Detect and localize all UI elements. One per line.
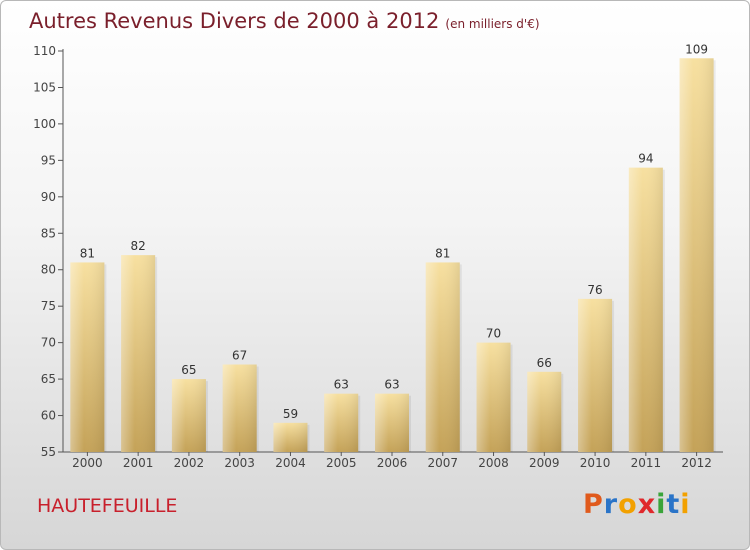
chart-bars: [70, 58, 716, 453]
bar-value-label: 76: [587, 283, 602, 297]
bar-highlight: [679, 58, 714, 453]
bar-value-label: 109: [685, 42, 708, 56]
bar-value-label: 63: [334, 378, 349, 392]
x-tick-label: 2002: [174, 456, 205, 470]
y-tick-label: 70: [41, 336, 56, 350]
y-tick-label: 55: [41, 445, 56, 459]
proxiti-logo: Proxiti: [583, 489, 691, 520]
bar-highlight: [70, 262, 105, 452]
y-tick-label: 95: [41, 153, 56, 167]
chart-axes: 55 60 65 70 75 80 85 90 95 100 105 110: [33, 44, 723, 459]
x-tick-label: 2011: [631, 456, 662, 470]
y-tick-label: 85: [41, 226, 56, 240]
bar-highlight: [324, 393, 359, 452]
bar-value-label: 66: [537, 356, 552, 370]
bar-highlight: [476, 342, 511, 452]
bar-value-label: 81: [80, 246, 95, 260]
bar-value-label: 94: [638, 152, 653, 166]
chart-labels: 81 2000 82 2001 65 2002 67 2003 59 2004 63 2005 63 20…: [72, 42, 712, 470]
logo-letter: i: [656, 489, 667, 520]
bar-highlight: [171, 379, 206, 452]
bar-highlight: [425, 262, 460, 452]
x-tick-label: 2000: [72, 456, 103, 470]
logo-letter: r: [603, 489, 619, 520]
bar-highlight: [121, 255, 156, 452]
x-tick-label: 2004: [275, 456, 306, 470]
bar-highlight: [578, 298, 613, 452]
y-tick-label: 75: [41, 299, 56, 313]
x-tick-label: 2010: [580, 456, 611, 470]
y-tick-label: 65: [41, 372, 56, 386]
chart-title: Autres Revenus Divers de 2000 à 2012 (en …: [29, 9, 540, 33]
x-tick-label: 2001: [123, 456, 154, 470]
bar-highlight: [527, 371, 562, 452]
logo-letter: t: [666, 489, 681, 520]
bar-highlight: [375, 393, 409, 452]
bar-value-label: 65: [181, 363, 196, 377]
bar-value-label: 63: [384, 378, 399, 392]
chart-subtitle: (en milliers d'€): [445, 17, 540, 31]
bar-highlight: [273, 422, 308, 452]
x-tick-label: 2005: [326, 456, 357, 470]
bar-value-label: 81: [435, 246, 450, 260]
commune-name: HAUTEFEUILLE: [37, 495, 178, 517]
y-tick-label: 105: [33, 80, 56, 94]
y-tick-label: 110: [33, 44, 56, 58]
x-tick-label: 2003: [224, 456, 255, 470]
y-tick-label: 60: [41, 409, 56, 423]
bar-highlight: [222, 364, 257, 452]
logo-letter: o: [618, 489, 638, 520]
chart-title-text: Autres Revenus Divers de 2000 à 2012: [29, 9, 440, 33]
bar-value-label: 82: [131, 239, 146, 253]
bar-value-label: 70: [486, 327, 501, 341]
y-tick-label: 100: [33, 117, 56, 131]
x-tick-label: 2009: [529, 456, 560, 470]
logo-letter: i: [680, 489, 691, 520]
bar-value-label: 67: [232, 349, 247, 363]
bar-highlight: [628, 167, 663, 452]
x-tick-label: 2012: [681, 456, 712, 470]
logo-letter: x: [637, 489, 657, 520]
logo-letter: P: [583, 489, 604, 520]
y-tick-label: 90: [41, 190, 56, 204]
x-tick-label: 2007: [427, 456, 458, 470]
bar-value-label: 59: [283, 407, 298, 421]
x-tick-label: 2008: [478, 456, 509, 470]
y-tick-label: 80: [41, 263, 56, 277]
x-tick-label: 2006: [377, 456, 408, 470]
